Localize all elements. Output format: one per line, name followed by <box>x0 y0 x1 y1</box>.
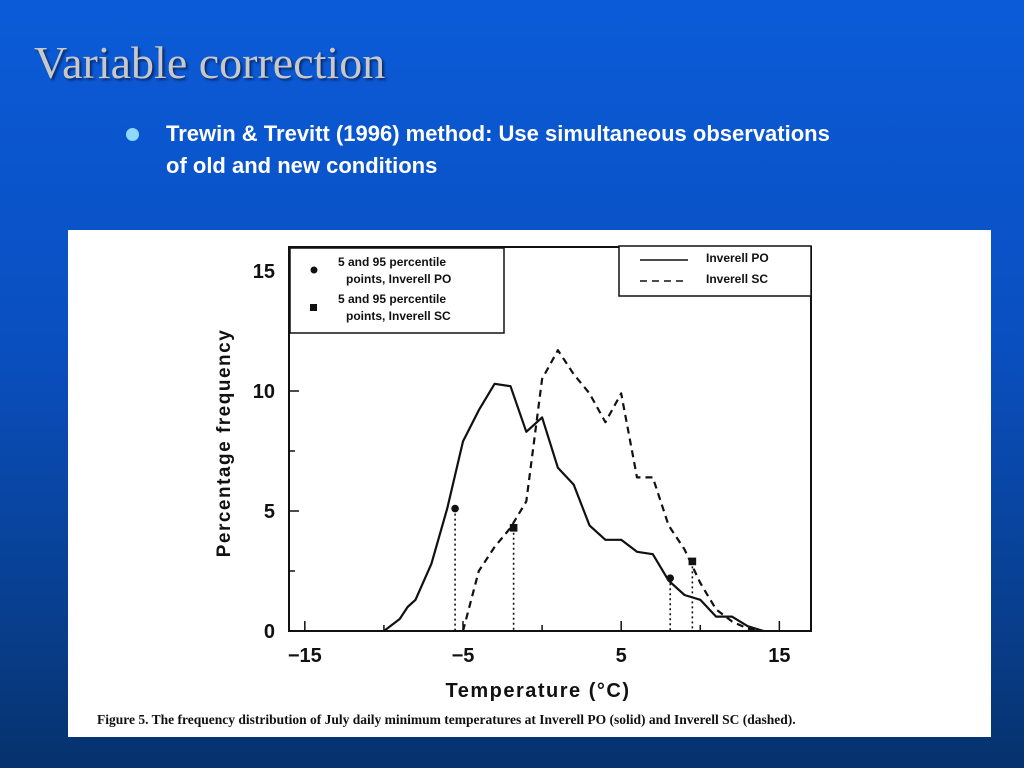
legend-circle-marker <box>310 266 318 274</box>
series-layer <box>383 349 764 633</box>
percentile-point-po <box>451 504 459 513</box>
legend-sc-line2: points, Inverell SC <box>346 309 451 323</box>
legend-series: Inverell PO Inverell SC <box>618 245 812 297</box>
series-line-inverell-po <box>383 382 764 633</box>
y-tick-label: 15 <box>253 261 275 283</box>
legend-sc-label: Inverell SC <box>706 272 768 286</box>
legend-square-marker <box>310 304 317 311</box>
percentile-markers <box>451 504 697 631</box>
y-tick-label: 5 <box>264 501 275 523</box>
legend-po-label: Inverell PO <box>706 251 769 265</box>
x-axis-label: Temperature (°C) <box>446 680 631 702</box>
legend-po-line2: points, Inverell PO <box>346 272 451 286</box>
plot-frame <box>288 246 812 632</box>
y-tick-label: 0 <box>264 621 275 643</box>
bullet-text: Trewin & Trevitt (1996) method: Use simu… <box>166 121 830 178</box>
legend-po-line1: 5 and 95 percentile <box>338 255 446 269</box>
bullet-item: Trewin & Trevitt (1996) method: Use simu… <box>126 118 846 182</box>
percentile-point-sc <box>509 524 518 532</box>
percentile-point-po <box>666 574 675 582</box>
axis-ticks: −15 −5 5 15 0 5 10 15 <box>253 261 791 667</box>
x-tick-label: −15 <box>288 645 322 667</box>
frequency-chart: −15 −5 5 15 0 5 10 15 Percentage frequency Temp… <box>97 245 812 727</box>
figure-panel: −15 −5 5 15 0 5 10 15 Percentage frequency Temp… <box>68 230 991 737</box>
legend-series-box <box>618 245 812 297</box>
x-tick-label: 15 <box>768 645 790 667</box>
legend-sc-line1: 5 and 95 percentile <box>338 292 446 306</box>
y-axis-label: Percentage frequency <box>214 329 235 558</box>
figure-caption: Figure 5. The frequency distribution of … <box>97 712 796 727</box>
bullet-dot-icon <box>126 128 139 141</box>
y-tick-label: 10 <box>253 381 275 403</box>
percentile-point-sc <box>688 557 697 566</box>
x-tick-label: −5 <box>452 645 475 667</box>
x-tick-label: 5 <box>616 645 627 667</box>
legend-percentile: 5 and 95 percentile points, Inverell PO … <box>289 247 505 334</box>
legend-percentile-box <box>289 247 505 334</box>
slide-title: Variable correction <box>34 37 386 88</box>
series-line-inverell-sc <box>461 349 764 633</box>
